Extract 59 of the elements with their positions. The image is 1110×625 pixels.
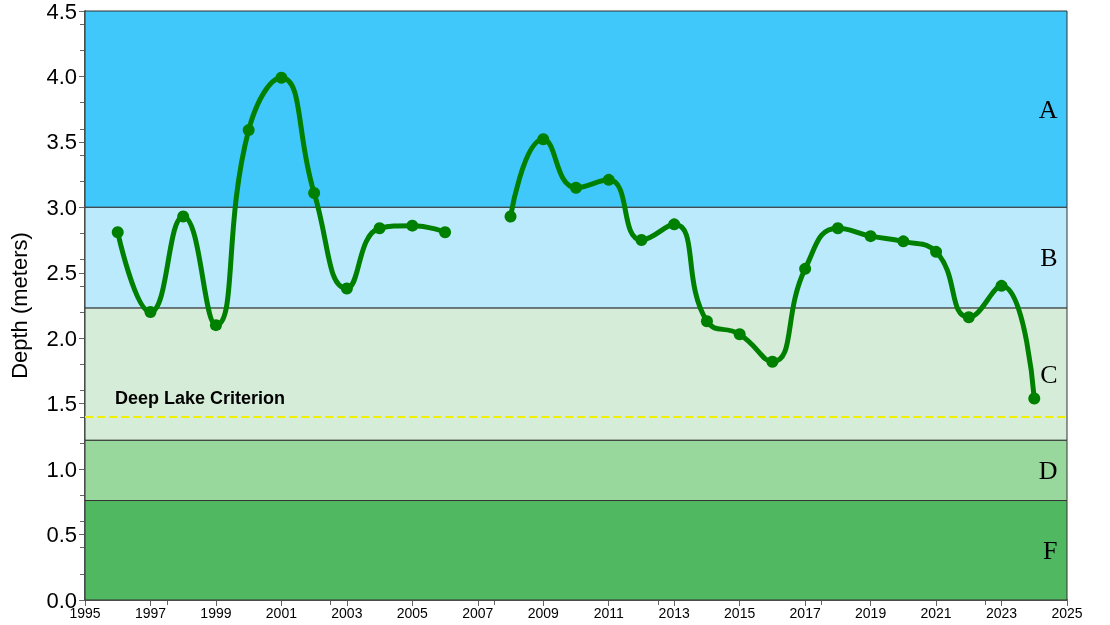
point xyxy=(439,226,452,239)
x-tick-label: 1999 xyxy=(200,605,232,621)
x-tick-label: 2017 xyxy=(789,605,821,621)
point xyxy=(930,245,943,258)
point xyxy=(897,235,910,248)
y-tick-label: 2.0 xyxy=(46,325,77,351)
x-tick-label: 2001 xyxy=(265,605,298,621)
point xyxy=(700,315,713,328)
y-tick-label: 0.5 xyxy=(46,522,77,548)
y-tick-label: 4.0 xyxy=(46,63,77,89)
x-tick-label: 2013 xyxy=(658,605,690,621)
point xyxy=(504,210,517,223)
point xyxy=(864,230,877,243)
x-tick-label: 2025 xyxy=(1051,605,1083,621)
point xyxy=(242,124,255,137)
point xyxy=(340,282,353,295)
point xyxy=(635,234,648,247)
band-label: B xyxy=(1040,243,1058,273)
point xyxy=(177,210,190,223)
y-tick-label: 3.5 xyxy=(46,129,77,155)
point xyxy=(962,311,975,324)
x-tick-label: 2009 xyxy=(527,605,560,621)
x-tick-label: 2003 xyxy=(331,605,363,621)
point xyxy=(602,173,615,186)
x-tick-label: 2005 xyxy=(396,605,429,621)
band-label: A xyxy=(1038,94,1058,124)
y-tick-label: 1.0 xyxy=(46,456,77,482)
point xyxy=(111,226,124,239)
point xyxy=(373,222,386,235)
band-label: D xyxy=(1038,455,1058,485)
ref-line-label: Deep Lake Criterion xyxy=(115,387,286,408)
y-tick-label: 1.5 xyxy=(46,391,77,417)
x-tick-label: 2023 xyxy=(985,605,1018,621)
x-tick-label: 2011 xyxy=(593,605,624,621)
point xyxy=(537,133,550,146)
y-tick-label: 3.0 xyxy=(46,194,77,220)
x-tick-label: 2015 xyxy=(724,605,756,621)
y-axis-title: Depth (meters) xyxy=(6,232,32,379)
y-tick-label: 4.5 xyxy=(46,0,77,24)
point xyxy=(733,328,746,341)
point xyxy=(1028,392,1041,405)
x-tick-label: 2021 xyxy=(920,605,952,621)
x-tick-label: 2007 xyxy=(462,605,494,621)
point xyxy=(406,219,419,232)
point xyxy=(766,355,779,368)
band-label: F xyxy=(1043,535,1058,565)
point xyxy=(995,279,1008,292)
point xyxy=(209,319,222,332)
point xyxy=(144,306,157,319)
point xyxy=(308,186,321,199)
point xyxy=(831,222,844,235)
point xyxy=(799,262,812,275)
y-tick-label: 2.5 xyxy=(46,260,77,286)
point xyxy=(668,218,681,231)
x-tick-label: 2019 xyxy=(855,605,887,621)
point xyxy=(570,181,582,194)
point xyxy=(275,71,288,84)
band-label: C xyxy=(1040,359,1058,389)
x-tick-label: 1997 xyxy=(134,605,167,621)
